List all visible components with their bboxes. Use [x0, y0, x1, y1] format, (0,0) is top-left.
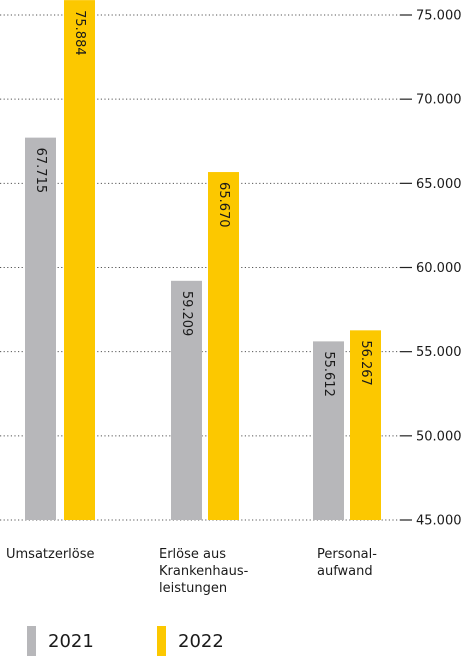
bar-2021-0 — [25, 137, 56, 520]
bar-2021-1 — [171, 280, 202, 520]
bar-value-label: 55.612 — [321, 351, 336, 397]
y-tick-label: 50.000 — [416, 429, 462, 444]
category-label-umsatzerloese: Umsatzerlöse — [6, 547, 95, 562]
bar-value-label: 56.267 — [358, 340, 373, 386]
legend-swatch-2022 — [157, 626, 166, 656]
y-tick-label: 65.000 — [416, 177, 462, 192]
bar-chart: 67.715 59.209 55.612 75.884 65.670 56.267 45.… — [0, 0, 462, 529]
bar-value-label: 59.209 — [179, 291, 194, 337]
y-axis-ticks: 45.000 50.000 55.000 60.000 65.000 70.000 75.0… — [400, 9, 462, 529]
bar-value-label: 75.884 — [72, 10, 87, 56]
legend: 2021 2022 — [0, 598, 465, 658]
y-tick-label: 55.000 — [416, 345, 462, 360]
y-tick-label: 70.000 — [416, 93, 462, 108]
bar-value-label: 67.715 — [33, 148, 48, 194]
legend-label-2021: 2021 — [48, 630, 94, 652]
bar-2022-2 — [350, 330, 381, 520]
bar-2022-1 — [208, 172, 239, 520]
y-tick-label: 60.000 — [416, 261, 462, 276]
legend-swatch-2021 — [27, 626, 36, 656]
legend-label-2022: 2022 — [178, 630, 224, 652]
y-tick-label: 45.000 — [416, 514, 462, 529]
y-tick-label: 75.000 — [416, 9, 462, 24]
bar-2021-2 — [313, 341, 344, 520]
category-label-erloese-krankenhaus: Erlöse aus Krankenhaus- leistungen — [159, 547, 249, 596]
legend-item-2021: 2021 — [27, 626, 94, 656]
bar-value-label: 65.670 — [216, 182, 231, 228]
bar-2022-0 — [64, 0, 95, 521]
legend-item-2022: 2022 — [157, 626, 224, 656]
bars: 67.715 59.209 55.612 75.884 65.670 56.267 — [25, 0, 381, 521]
category-label-personalaufwand: Personal- aufwand — [317, 547, 377, 579]
